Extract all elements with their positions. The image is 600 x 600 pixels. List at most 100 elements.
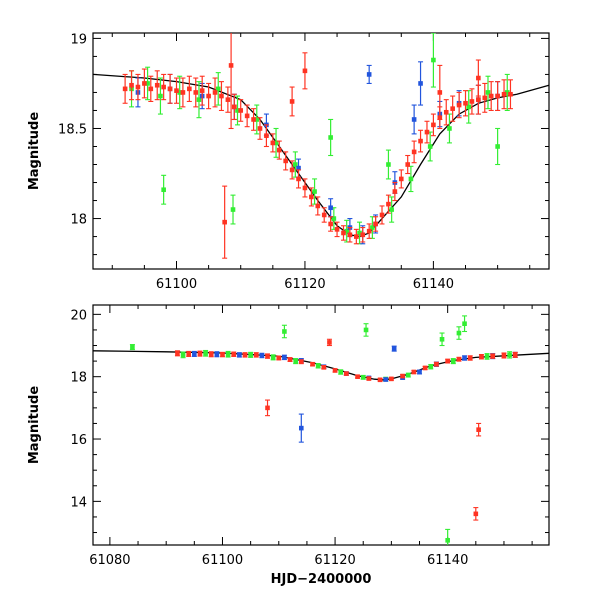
bottom-plot-frame xyxy=(92,304,550,546)
red-data-point xyxy=(405,162,411,167)
red-data-point xyxy=(467,355,473,361)
red-data-point xyxy=(309,194,314,200)
y-tick-label: 14 xyxy=(70,495,87,510)
red-data-point xyxy=(148,86,154,92)
red-data-point xyxy=(310,361,315,367)
x-tick-label: 61080 xyxy=(89,553,130,568)
red-data-point xyxy=(437,90,443,95)
green-data-point xyxy=(360,375,366,380)
red-data-point xyxy=(135,84,141,90)
green-data-point xyxy=(161,187,166,193)
red-data-point xyxy=(315,203,321,209)
red-data-point xyxy=(296,176,301,182)
green-data-point xyxy=(130,344,135,350)
red-data-point xyxy=(445,358,450,364)
red-data-point xyxy=(197,351,203,356)
x-tick-label: 61140 xyxy=(413,277,454,292)
blue-data-point xyxy=(282,355,287,360)
green-data-point xyxy=(215,86,221,92)
y-tick-label: 18.5 xyxy=(58,122,87,137)
green-data-point xyxy=(485,90,491,95)
blue-data-point xyxy=(462,355,467,361)
green-data-point xyxy=(196,97,202,102)
red-data-point xyxy=(231,104,237,110)
y-tick-label: 20 xyxy=(70,308,87,323)
red-data-point xyxy=(456,102,462,108)
red-data-point xyxy=(327,340,332,345)
green-data-point xyxy=(180,352,186,358)
red-data-point xyxy=(208,351,214,357)
blue-data-point xyxy=(411,117,417,122)
red-data-point xyxy=(244,113,250,119)
red-data-point xyxy=(257,126,263,131)
green-data-point xyxy=(507,352,512,358)
green-data-point xyxy=(462,321,467,327)
green-data-point xyxy=(273,140,279,146)
red-data-point xyxy=(386,201,391,207)
x-tick-label: 61140 xyxy=(427,553,468,568)
green-data-point xyxy=(235,108,240,113)
green-data-point xyxy=(450,358,456,364)
green-data-point xyxy=(456,330,462,336)
red-data-point xyxy=(231,351,237,357)
bottom-y-axis-label: Magnitude xyxy=(27,386,42,465)
red-data-point xyxy=(456,356,462,362)
red-data-point xyxy=(199,88,205,93)
red-data-point xyxy=(302,185,308,191)
green-data-point xyxy=(427,144,433,149)
red-data-point xyxy=(379,212,385,218)
green-data-point xyxy=(447,126,452,131)
red-data-point xyxy=(289,99,295,104)
green-data-point xyxy=(445,538,450,543)
red-data-point xyxy=(476,97,481,102)
red-data-point xyxy=(488,93,494,99)
blue-data-point xyxy=(417,369,422,375)
green-data-point xyxy=(145,81,150,86)
red-data-point xyxy=(122,86,128,92)
red-data-point xyxy=(355,374,360,379)
bottom-data-points xyxy=(129,315,518,545)
red-data-point xyxy=(242,352,248,358)
green-data-point xyxy=(428,364,434,370)
green-data-point xyxy=(389,207,394,212)
y-tick-label: 19 xyxy=(70,32,87,47)
y-tick-label: 16 xyxy=(70,433,87,448)
blue-data-point xyxy=(383,377,389,382)
green-data-point xyxy=(315,363,321,369)
green-data-point xyxy=(282,329,287,334)
red-data-point xyxy=(212,90,218,95)
red-data-point xyxy=(251,117,256,122)
red-data-point xyxy=(366,376,372,381)
red-data-point xyxy=(476,75,481,81)
green-data-point xyxy=(328,135,333,140)
blue-data-point xyxy=(259,353,265,358)
red-data-point xyxy=(341,230,346,236)
red-data-point xyxy=(347,232,353,238)
red-data-point xyxy=(187,86,192,92)
red-data-point xyxy=(129,82,134,88)
green-data-point xyxy=(270,355,276,360)
red-data-point xyxy=(512,352,518,358)
x-tick-label: 61120 xyxy=(284,277,325,292)
x-tick-label: 61100 xyxy=(202,553,243,568)
red-data-point xyxy=(220,352,225,357)
green-data-point xyxy=(357,230,362,236)
red-data-point xyxy=(422,365,428,371)
red-data-point xyxy=(443,109,449,115)
red-data-point xyxy=(219,93,224,99)
red-data-point xyxy=(411,369,417,375)
x-tick-label: 61120 xyxy=(314,553,355,568)
green-data-point xyxy=(254,117,260,122)
red-data-point xyxy=(398,176,404,182)
red-data-point xyxy=(392,189,398,194)
red-data-point xyxy=(265,353,270,359)
x-axis-label: HJD−2400000 xyxy=(271,572,372,587)
green-data-point xyxy=(504,90,510,95)
red-data-point xyxy=(302,68,308,74)
y-tick-label: 18 xyxy=(70,213,87,228)
red-data-point xyxy=(253,352,259,358)
green-data-point xyxy=(230,207,236,212)
blue-data-point xyxy=(296,165,301,171)
green-data-point xyxy=(466,104,472,110)
red-data-point xyxy=(473,511,479,517)
